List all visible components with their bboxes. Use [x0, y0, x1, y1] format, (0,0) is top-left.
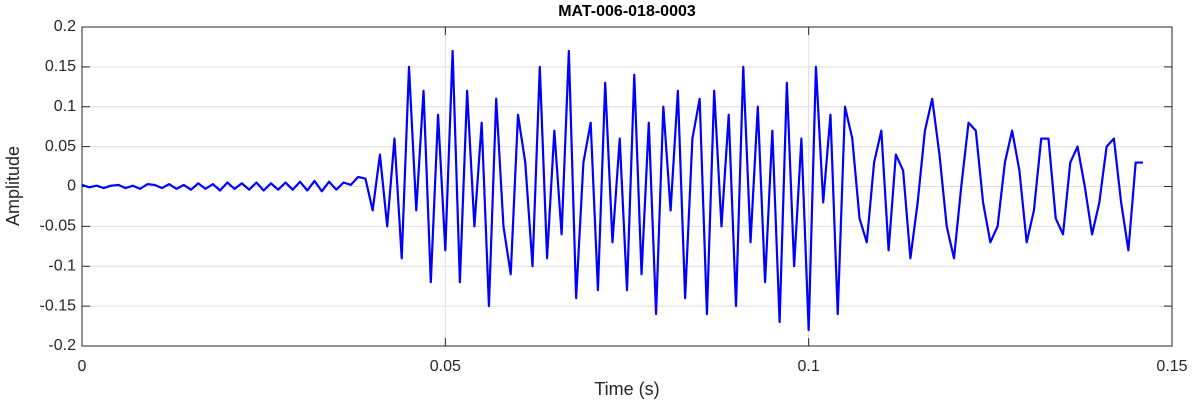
- x-tick-label: 0.1: [798, 358, 820, 375]
- y-tick-label: 0.15: [45, 58, 76, 75]
- waveform-line: [81, 49, 1143, 332]
- y-axis-label: Amplitude: [3, 146, 23, 226]
- y-tick-label: -0.2: [48, 337, 76, 354]
- y-tick-label: 0.1: [54, 98, 76, 115]
- x-tick-label: 0.15: [1156, 358, 1187, 375]
- y-tick-label: 0.2: [54, 18, 76, 35]
- x-tick-label: 0.05: [430, 358, 461, 375]
- y-tick-label: 0: [67, 178, 76, 195]
- y-tick-label: -0.05: [40, 218, 77, 235]
- chart-title: MAT-006-018-0003: [558, 3, 696, 20]
- y-tick-label: 0.05: [45, 138, 76, 155]
- x-tick-label: 0: [78, 358, 87, 375]
- x-axis-label: Time (s): [594, 379, 659, 399]
- y-tick-label: -0.1: [48, 257, 76, 274]
- axes-box: [81, 26, 1173, 347]
- y-tick-label: -0.15: [40, 297, 77, 314]
